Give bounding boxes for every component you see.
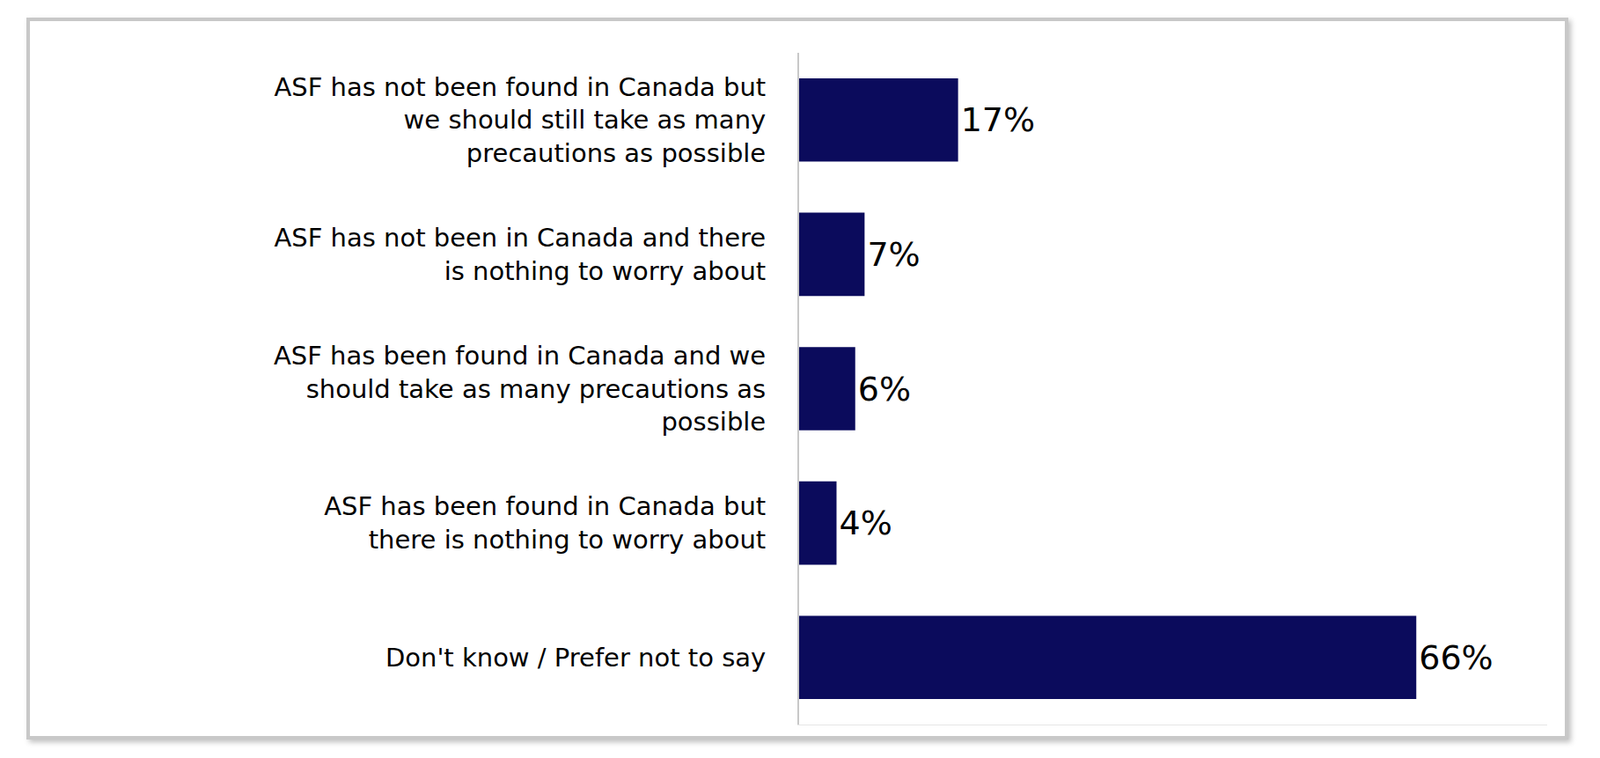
svg-text:66%: 66% bbox=[1418, 638, 1493, 677]
svg-text:Don't know / Prefer not to say: Don't know / Prefer not to say bbox=[385, 642, 766, 673]
svg-text:ASF has been found in Canada b: ASF has been found in Canada butthere is… bbox=[323, 491, 766, 555]
svg-text:7%: 7% bbox=[866, 234, 920, 274]
svg-text:ASF has not been found in Cana: ASF has not been found in Canada butwe s… bbox=[273, 72, 766, 169]
svg-text:6%: 6% bbox=[858, 369, 911, 409]
svg-text:ASF has been found in Canada a: ASF has been found in Canada and weshoul… bbox=[273, 340, 766, 437]
svg-text:ASF has not been in Canada and: ASF has not been in Canada and thereis n… bbox=[273, 222, 766, 287]
svg-text:17%: 17% bbox=[961, 100, 1035, 140]
svg-text:4%: 4% bbox=[839, 503, 893, 543]
